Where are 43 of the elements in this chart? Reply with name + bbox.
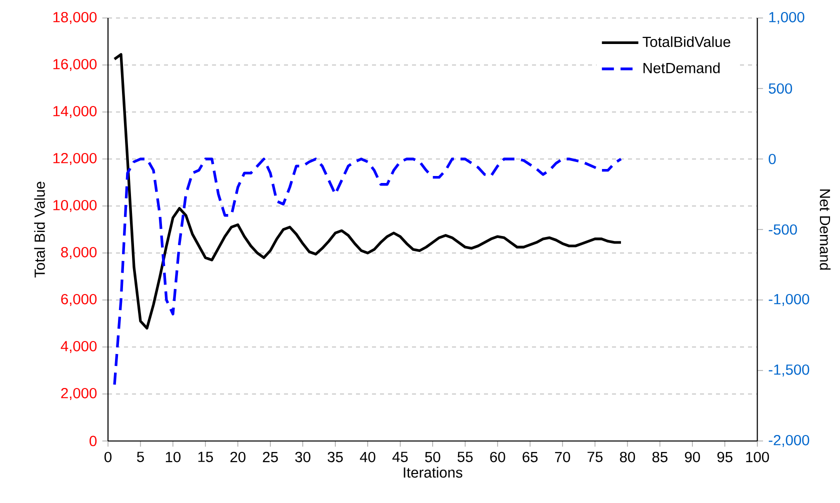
y-tick-label: 18,000 [53,12,97,24]
legend-label: TotalBidValue [642,36,730,48]
x-tick-label: 70 [555,452,570,462]
x-tick-label: 30 [295,452,310,462]
x-tick-label: 45 [392,452,408,462]
y2-tick-label: -500 [768,224,797,235]
x-tick-label: 50 [425,452,440,462]
x-tick-label: 15 [198,452,213,462]
x-tick-label: 80 [620,452,636,462]
y-tick-label: 6,000 [61,294,97,306]
y-tick-label: 14,000 [53,106,97,118]
y2-tick-label: -1,500 [768,364,810,377]
x-tick-label: 20 [230,452,246,462]
y-tick-label: 0 [90,436,97,446]
x-tick-label: 95 [717,452,732,462]
y2-tick-label: -2,000 [768,434,810,448]
x-tick-label: 40 [360,452,376,462]
x-axis-title: Iterations [404,466,462,478]
x-tick-label: 10 [166,452,181,462]
y-tick-label: 16,000 [53,58,97,72]
y-tick-label: 12,000 [53,152,97,166]
x-tick-label: 65 [522,452,538,462]
x-tick-label: 100 [746,452,769,462]
x-tick-label: 55 [458,452,473,462]
x-tick-label: 0 [104,452,112,462]
y2-tick-label: -1,000 [768,294,810,306]
y-tick-label: 10,000 [53,200,97,212]
x-tick-label: 25 [262,452,278,462]
x-tick-label: 5 [136,452,144,462]
y2-tick-label: 500 [768,83,792,94]
x-tick-label: 60 [490,452,506,462]
y-tick-label: 8,000 [61,246,97,260]
y-axis-title: Total Bid Value [34,182,45,278]
x-tick-label: 75 [588,452,603,462]
y2-tick-label: 1,000 [769,12,804,24]
y2-tick-label: 0 [768,154,776,164]
y-tick-label: 2,000 [61,388,97,400]
y2-axis-title: Net Demand [820,190,831,270]
x-tick-label: 35 [328,452,343,462]
x-tick-label: 85 [652,452,668,462]
legend-label: NetDemand [644,62,720,74]
y-tick-label: 4,000 [60,340,97,354]
x-tick-label: 90 [684,452,700,462]
